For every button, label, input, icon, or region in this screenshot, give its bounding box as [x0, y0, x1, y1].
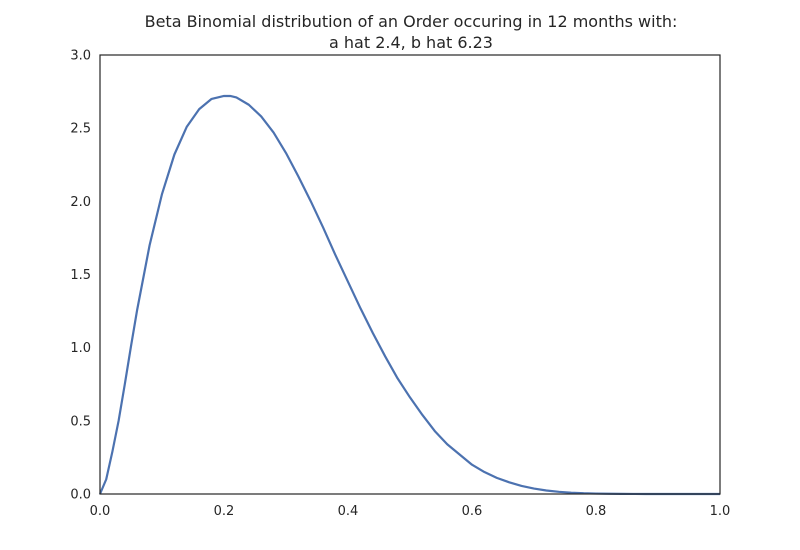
x-tick-label: 1.0: [710, 504, 731, 519]
y-tick-label: 2.5: [70, 122, 91, 137]
y-tick-label: 0.0: [70, 488, 91, 503]
x-tick-label: 0.8: [586, 504, 607, 519]
x-tick-label: 0.2: [214, 504, 235, 519]
y-tick-label: 2.0: [70, 195, 91, 210]
series-line: [98, 94, 720, 496]
x-tick-label: 0.6: [462, 504, 483, 519]
chart-subtitle: a hat 2.4, b hat 6.23: [329, 33, 493, 52]
y-tick-label: 3.0: [70, 49, 91, 64]
x-tick-label: 0.4: [338, 504, 359, 519]
y-tick-label: 0.5: [70, 414, 91, 429]
chart-title: Beta Binomial distribution of an Order o…: [145, 12, 678, 31]
y-tick-label: 1.5: [70, 268, 91, 283]
plot-frame: [99, 54, 721, 495]
y-tick-label: 1.0: [70, 341, 91, 356]
x-tick-label: 0.0: [90, 504, 111, 519]
axis-ticks: 0.0 0.2 0.4 0.6 0.8 1.0 0.0 0.5 1.0 1.5 2.0 2.5 3.0: [70, 49, 730, 520]
